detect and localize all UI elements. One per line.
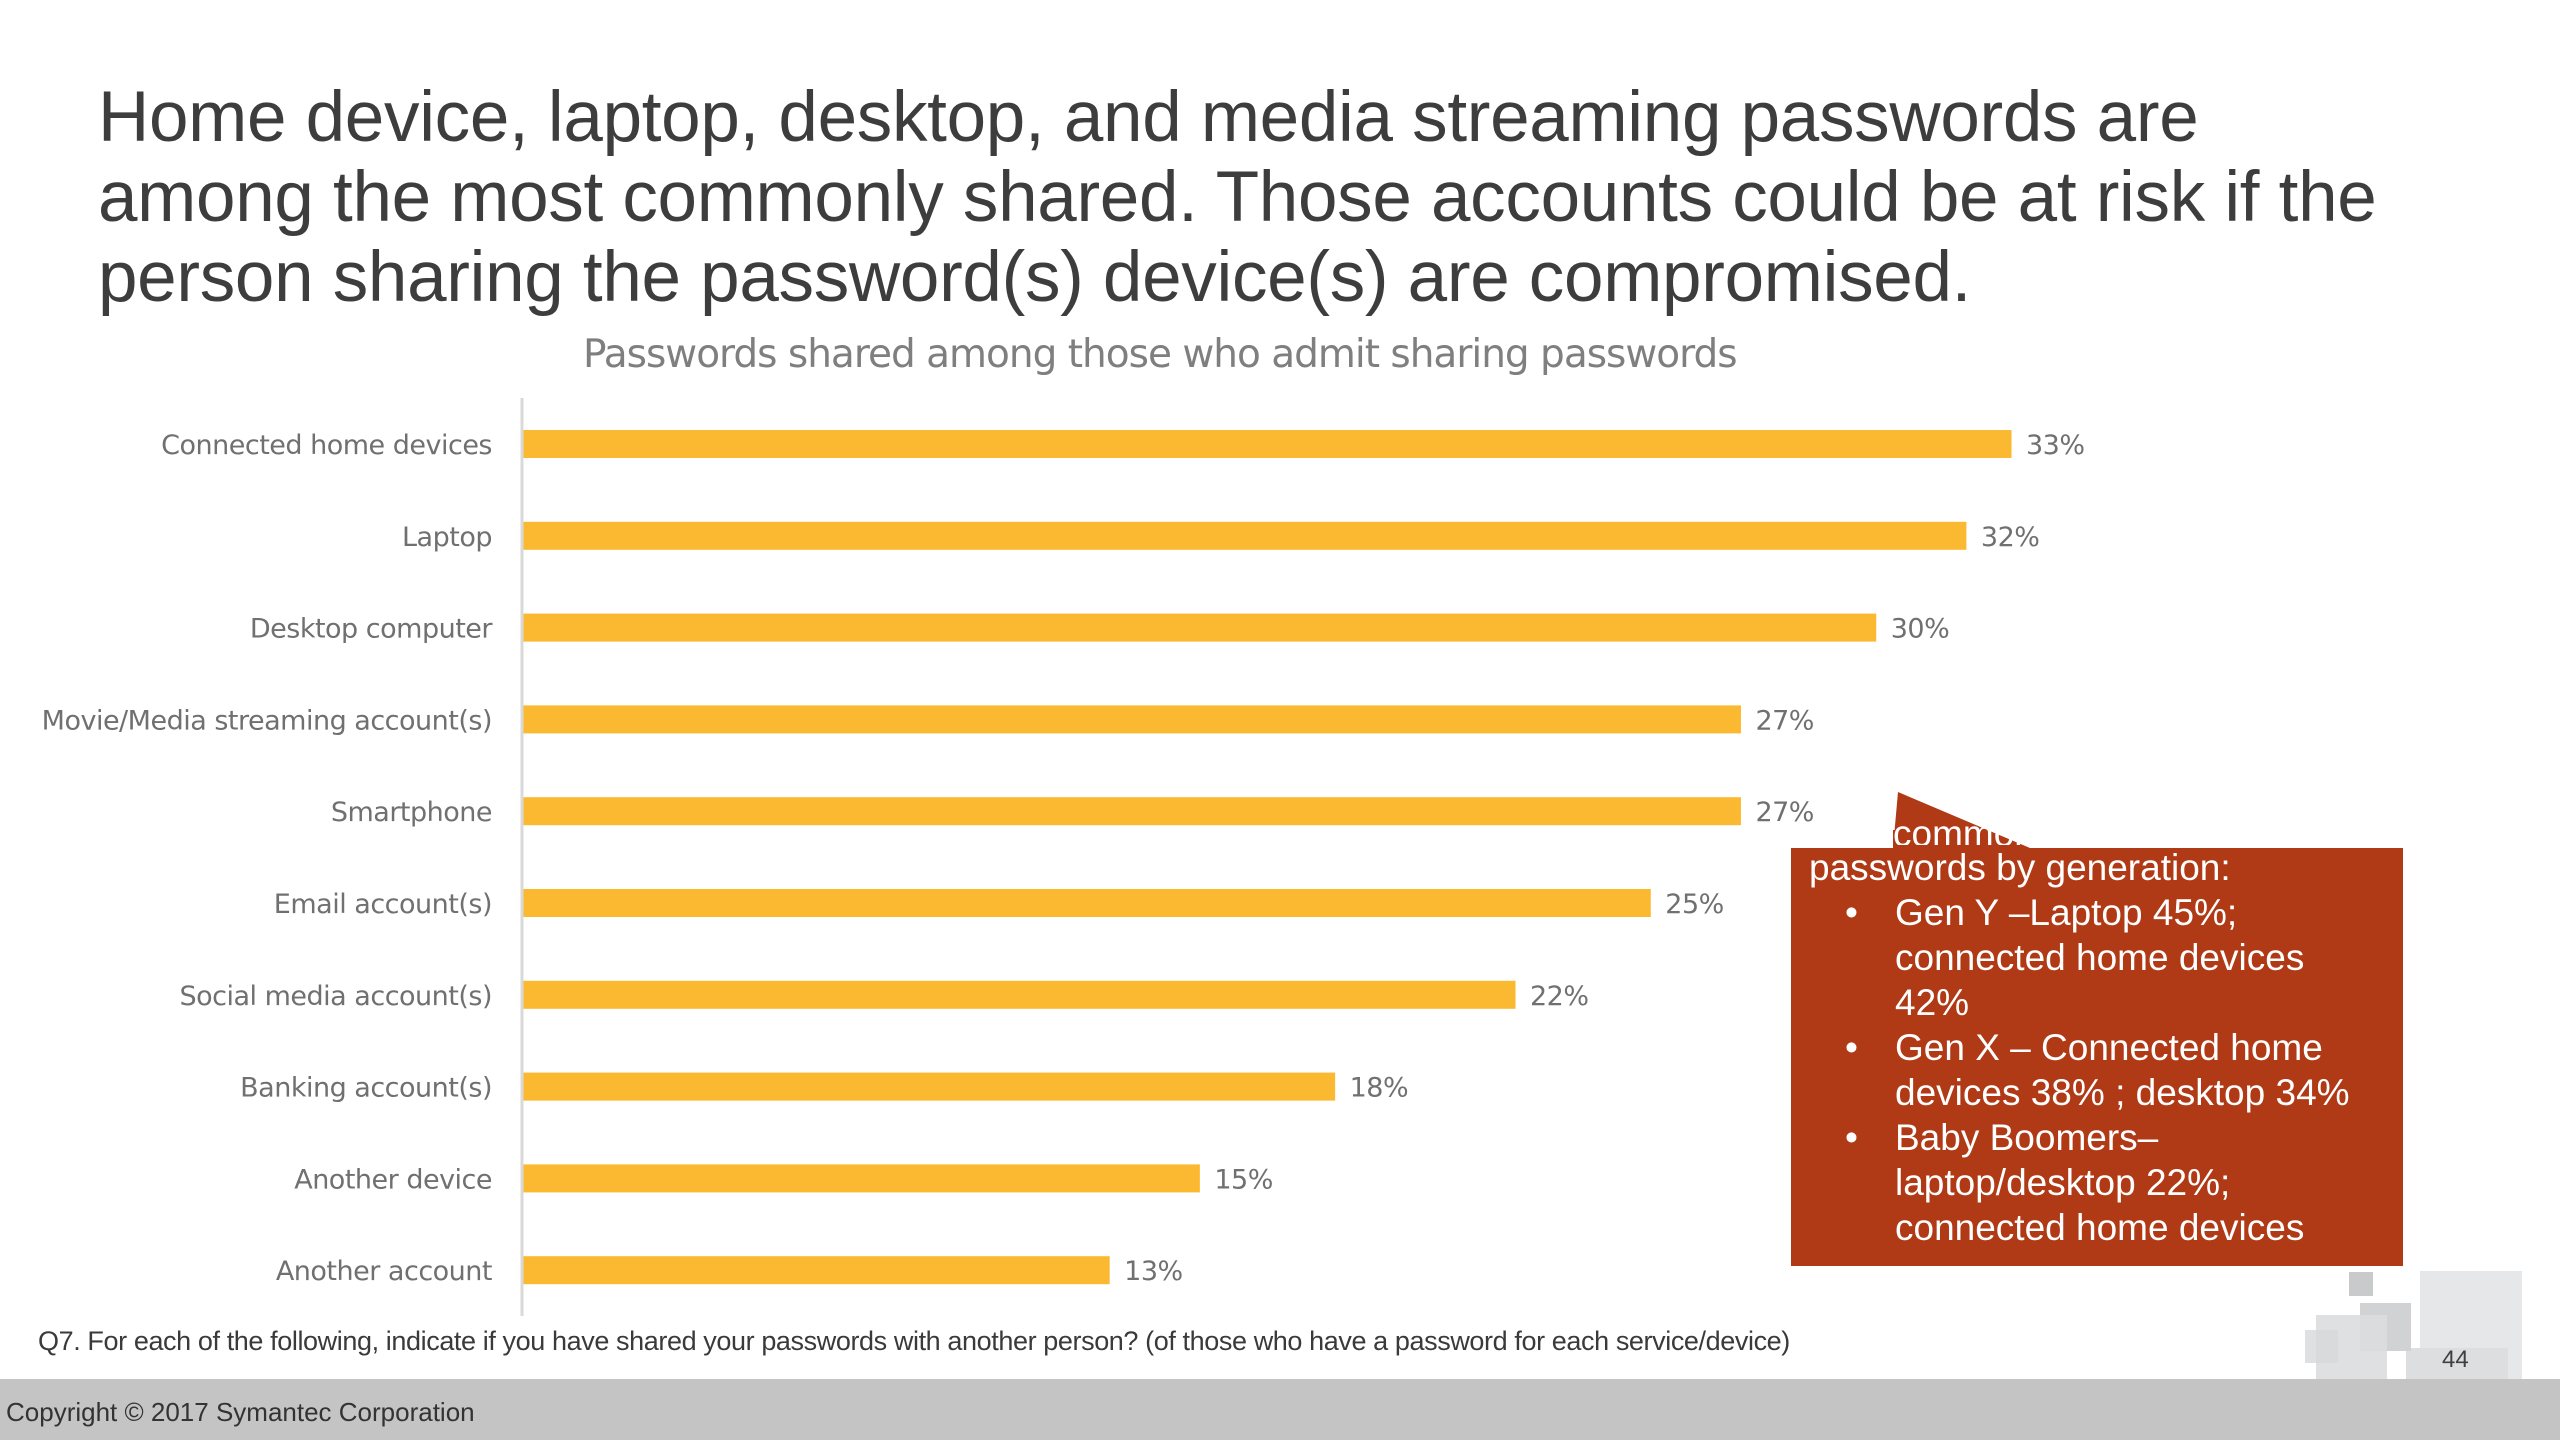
category-label: Laptop <box>402 522 492 553</box>
callout-bullet-line: connected home devices <box>1895 1207 2305 1248</box>
category-label: Another account <box>276 1256 492 1287</box>
callout-bullet-gen-y: • Gen Y –Laptop 45%; connected home devi… <box>1810 890 2410 1025</box>
value-label: 32% <box>1981 522 2040 553</box>
callout-bullet-line: Baby Boomers– <box>1895 1117 2159 1158</box>
bar <box>523 430 2012 458</box>
value-label: 18% <box>1350 1073 1409 1104</box>
category-label: Banking account(s) <box>240 1073 492 1104</box>
category-label: Social media account(s) <box>179 981 492 1012</box>
bar <box>523 797 1741 826</box>
value-label: 22% <box>1530 981 1589 1012</box>
copyright-text: Copyright © 2017 Symantec Corporation <box>6 1397 475 1427</box>
category-label: Another device <box>294 1164 492 1195</box>
callout-bullet-list: • Gen Y –Laptop 45%; connected home devi… <box>1810 890 2410 1250</box>
value-label: 27% <box>1755 705 1814 736</box>
bar <box>523 980 1516 1009</box>
callout-bullet-line: laptop/desktop 22%; <box>1895 1162 2231 1203</box>
chart-title: Passwords shared among those who admit s… <box>583 332 1738 377</box>
callout-text: commonly passwords by generation: • Gen … <box>1809 810 2410 1250</box>
value-label: 27% <box>1755 797 1814 828</box>
callout-bullet-baby-boomers: • Baby Boomers– laptop/desktop 22%; conn… <box>1810 1115 2410 1250</box>
bars-group: Connected home devices 33% Laptop 32% Deskto… <box>42 430 2085 1287</box>
bar <box>523 889 1651 917</box>
bar <box>523 613 1877 642</box>
footer-bar <box>0 1379 2560 1440</box>
title-line: person sharing the password(s) device(s)… <box>98 238 1972 317</box>
category-label: Connected home devices <box>161 430 492 461</box>
value-label: 15% <box>1214 1164 1273 1195</box>
value-label: 13% <box>1124 1256 1183 1287</box>
bullet-icon: • <box>1845 1117 1858 1158</box>
callout-bullet-line: connected home devices <box>1895 937 2305 978</box>
title-line: among the most commonly shared. Those ac… <box>98 158 2377 237</box>
category-label: Smartphone <box>331 797 492 828</box>
bullet-icon: • <box>1845 1027 1858 1068</box>
bar <box>523 1164 1200 1193</box>
callout-bullet-line: devices 38% ; desktop 34% <box>1895 1072 2350 1113</box>
callout-bullet-gen-x: • Gen X – Connected home devices 38% ; d… <box>1810 1025 2410 1115</box>
callout-intro: passwords by generation: <box>1809 847 2231 888</box>
value-label: 25% <box>1665 889 1724 920</box>
bar <box>523 521 1967 550</box>
callout-bullet-line: Gen Y –Laptop 45%; <box>1895 892 2238 933</box>
title-line: Home device, laptop, desktop, and media … <box>98 78 2199 157</box>
category-label: Movie/Media streaming account(s) <box>42 705 492 736</box>
bullet-icon: • <box>1845 892 1858 933</box>
category-label: Email account(s) <box>274 889 492 920</box>
bar <box>523 1072 1336 1101</box>
callout-partial-line: commonly <box>1893 813 2062 845</box>
survey-question-footnote: Q7. For each of the following, indicate … <box>38 1326 1790 1356</box>
callout-bullet-line: Gen X – Connected home <box>1895 1027 2323 1068</box>
value-label: 33% <box>2026 430 2085 461</box>
page-number: 44 <box>2442 1346 2469 1373</box>
callout-bullet-line: 42% <box>1895 982 1970 1023</box>
bar <box>523 705 1741 734</box>
category-label: Desktop computer <box>250 614 494 645</box>
bar <box>523 1256 1110 1285</box>
value-label: 30% <box>1891 614 1950 645</box>
slide-title: Home device, laptop, desktop, and media … <box>98 78 2538 318</box>
